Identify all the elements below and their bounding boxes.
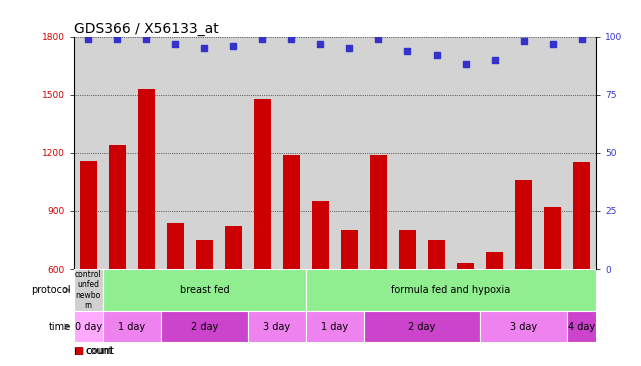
Point xyxy=(287,36,297,42)
Text: 2 day: 2 day xyxy=(190,322,218,332)
Bar xyxy=(457,263,474,366)
Point xyxy=(199,45,210,51)
Text: 3 day: 3 day xyxy=(263,322,290,332)
Text: 1 day: 1 day xyxy=(321,322,349,332)
Bar xyxy=(567,311,596,342)
Text: ■: ■ xyxy=(74,346,83,356)
Point xyxy=(490,57,500,63)
Bar xyxy=(306,311,364,342)
Bar xyxy=(74,311,103,342)
Point xyxy=(112,36,122,42)
Text: formula fed and hypoxia: formula fed and hypoxia xyxy=(392,285,511,295)
Bar xyxy=(283,155,300,366)
Bar xyxy=(341,230,358,366)
Text: breast fed: breast fed xyxy=(179,285,229,295)
Bar xyxy=(480,311,567,342)
Bar xyxy=(79,161,97,366)
Bar xyxy=(573,163,590,366)
Text: control
unfed
newbo
rn: control unfed newbo rn xyxy=(75,270,102,310)
Point xyxy=(431,52,442,58)
Bar xyxy=(161,311,248,342)
Bar xyxy=(224,227,242,366)
Bar xyxy=(108,145,126,366)
Bar xyxy=(428,240,445,366)
Point xyxy=(141,36,151,42)
Text: 0 day: 0 day xyxy=(74,322,102,332)
Bar xyxy=(486,251,503,366)
Point xyxy=(83,36,94,42)
Text: protocol: protocol xyxy=(31,285,71,295)
Text: 2 day: 2 day xyxy=(408,322,436,332)
Bar xyxy=(515,180,532,366)
Bar xyxy=(544,207,562,366)
Bar xyxy=(103,311,161,342)
Bar xyxy=(74,269,103,311)
Point xyxy=(519,38,529,44)
Point xyxy=(344,45,354,51)
Text: 4 day: 4 day xyxy=(568,322,595,332)
Text: 3 day: 3 day xyxy=(510,322,537,332)
Point xyxy=(228,43,238,49)
Point xyxy=(547,41,558,46)
Point xyxy=(403,48,413,53)
Point xyxy=(170,41,180,46)
Point xyxy=(315,41,326,46)
Bar xyxy=(248,311,306,342)
Bar xyxy=(370,155,387,366)
Bar xyxy=(103,269,306,311)
Bar xyxy=(306,269,596,311)
Text: count: count xyxy=(85,346,113,356)
Bar xyxy=(399,230,416,366)
Bar xyxy=(196,240,213,366)
Text: time: time xyxy=(48,322,71,332)
Text: ■ count: ■ count xyxy=(74,346,113,356)
Bar xyxy=(254,98,271,366)
Bar xyxy=(364,311,480,342)
Bar xyxy=(138,89,155,366)
Point xyxy=(373,36,383,42)
Bar xyxy=(312,201,329,366)
Point xyxy=(460,61,470,67)
Text: 1 day: 1 day xyxy=(118,322,146,332)
Text: GDS366 / X56133_at: GDS366 / X56133_at xyxy=(74,22,219,36)
Point xyxy=(257,36,267,42)
Point xyxy=(576,36,587,42)
Bar xyxy=(167,223,184,366)
